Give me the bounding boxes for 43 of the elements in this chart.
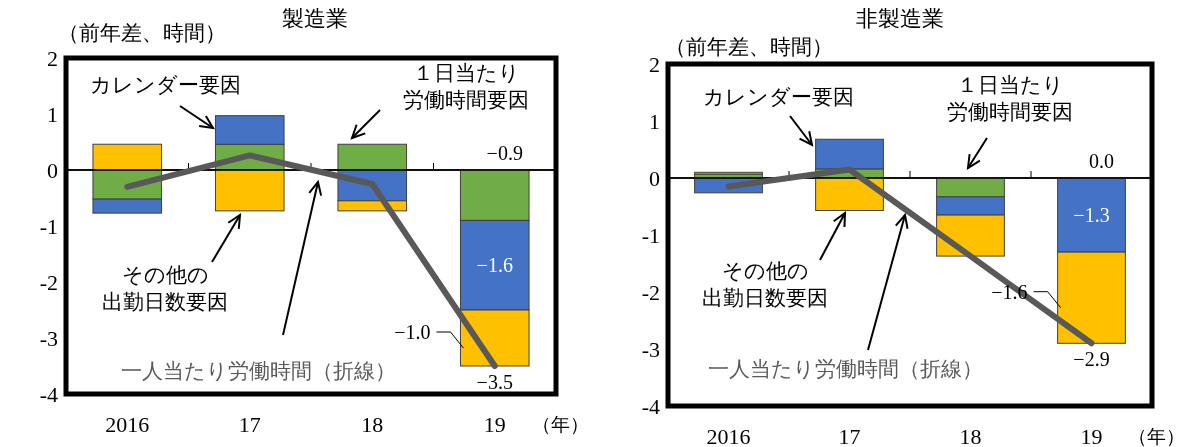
data-label: −1.3 bbox=[1073, 204, 1110, 227]
x-tick-label: 19 bbox=[483, 412, 506, 437]
x-tick-label: 18 bbox=[361, 412, 384, 437]
y-tick-label: -1 bbox=[39, 214, 58, 239]
x-tick-label: 18 bbox=[959, 424, 982, 447]
series-label: カレンダー要因 bbox=[702, 85, 854, 109]
chart-title: 製造業 bbox=[282, 6, 348, 31]
x-tick-label: 17 bbox=[838, 424, 861, 447]
y-tick-label: -2 bbox=[39, 270, 58, 295]
x-tick-label: 17 bbox=[238, 412, 261, 437]
y-tick-label: 1 bbox=[649, 109, 660, 134]
x-tick-label: 2016 bbox=[105, 412, 150, 437]
text: 一人当たり労働時間（折線） bbox=[120, 359, 396, 383]
data-label: −1.0 bbox=[394, 321, 431, 343]
x-tick-label: 19 bbox=[1080, 424, 1103, 447]
y-axis-title: （前年差、時間） bbox=[58, 21, 226, 45]
series-label: カレンダー要因 bbox=[89, 73, 241, 97]
chart-title: 非製造業 bbox=[856, 6, 944, 31]
y-tick-label: -2 bbox=[641, 280, 660, 305]
data-label: −0.9 bbox=[486, 142, 523, 164]
y-tick-label: 1 bbox=[47, 102, 58, 127]
y-tick-label: 2 bbox=[649, 52, 660, 77]
x-axis-title: （年） bbox=[532, 414, 589, 435]
y-tick-label: -4 bbox=[641, 394, 660, 419]
x-axis-title: （年） bbox=[1128, 426, 1185, 447]
text: １日当たり労働時間要因 bbox=[947, 73, 1073, 125]
y-axis-title: （前年差、時間） bbox=[665, 35, 833, 59]
y-tick-label: -4 bbox=[39, 382, 58, 407]
data-label: −3.5 bbox=[476, 371, 513, 393]
y-tick-label: -3 bbox=[641, 337, 660, 362]
series-label: １日当たり労働時間要因 bbox=[403, 61, 529, 113]
x-tick-label: 2016 bbox=[706, 424, 751, 447]
y-tick-label: -3 bbox=[39, 326, 58, 351]
data-label: 0.0 bbox=[1089, 150, 1114, 172]
text: その他の出勤日数要因 bbox=[102, 263, 228, 315]
data-label: −1.6 bbox=[476, 254, 513, 277]
y-tick-label: -1 bbox=[641, 223, 660, 248]
y-tick-label: 0 bbox=[47, 158, 58, 183]
data-label: −2.9 bbox=[1073, 348, 1110, 371]
text: その他の出勤日数要因 bbox=[702, 259, 828, 311]
y-tick-label: 0 bbox=[649, 166, 660, 191]
text: 一人当たり労働時間（折線） bbox=[707, 357, 983, 381]
y-tick-label: 2 bbox=[47, 46, 58, 71]
